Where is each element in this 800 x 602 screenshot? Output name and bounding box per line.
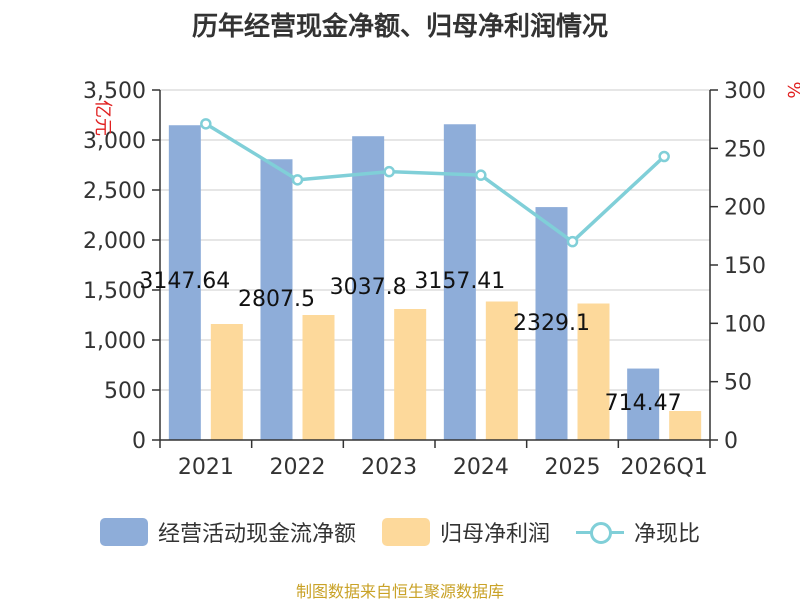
right-tick-label: 300 [724,79,766,104]
legend-item-ratio[interactable]: 净现比 [576,516,700,548]
bar-cashflow [168,125,201,441]
bar-net-profit [394,309,427,440]
grid-lines [160,89,710,391]
right-tick-label: 200 [724,196,766,221]
bar-net-profit [669,411,702,440]
legend-label-ratio: 净现比 [634,522,701,547]
left-tick-label: 1,000 [83,329,146,354]
legend-swatch-ratio [576,518,624,546]
left-tick-label: 1,500 [83,279,146,304]
left-tick-label: 2,500 [83,179,146,204]
bar-cashflow [627,368,660,440]
ratio-line [204,122,666,244]
legend-swatch-net-profit [381,518,430,546]
data-label-cashflow: 3037.8 [330,275,407,300]
legend-item-net-profit[interactable]: 归母净利润 [381,516,550,548]
legend: 经营活动现金流净额 归母净利润 净现比 [0,516,800,548]
ratio-point [658,150,670,163]
bar-cashflow [352,136,385,440]
x-tick-label: 2025 [545,455,601,480]
ratio-point [475,169,487,181]
bar-cashflow [535,207,568,440]
chart-title: 历年经营现金净额、归母净利润情况 [191,12,608,42]
bar-net-profit [302,315,335,440]
right-axis-unit: % [783,81,800,98]
left-tick-label: 0 [132,429,146,454]
source-note: 制图数据来自恒生聚源数据库 [295,582,504,601]
legend-label-cashflow: 经营活动现金流净额 [157,522,356,547]
right-tick-label: 150 [724,254,766,279]
bar-cashflow [260,159,293,440]
legend-item-cashflow[interactable]: 经营活动现金流净额 [99,516,356,548]
data-label-cashflow: 3157.41 [414,269,505,294]
x-tick-label: 2021 [178,455,234,480]
bar-net-profit [210,324,243,440]
bar-cashflow [443,124,476,440]
legend-label-net-profit: 归母净利润 [439,522,550,547]
x-tick-label: 2023 [361,455,417,480]
left-axis-unit: 亿元 [92,100,113,136]
left-tick-label: 2,000 [83,229,146,254]
ratio-point [291,174,304,186]
ratio-point [200,118,212,130]
left-tick-label: 3,500 [83,79,146,104]
legend-swatch-cashflow [99,518,148,546]
left-tick-label: 500 [104,379,146,404]
line-layer [200,118,670,248]
ratio-point [383,165,395,178]
right-tick-label: 250 [724,137,766,162]
data-labels-layer: 3147.64 2807.5 3037.8 3157.41 2329.1 714.47 [139,269,681,416]
left-tick-label: 3,000 [83,129,146,154]
data-label-cashflow: 3147.64 [139,269,230,294]
bars-layer [168,124,702,441]
right-tick-label: 100 [724,312,766,337]
data-label-cashflow: 714.47 [605,391,682,416]
x-tick-label: 2022 [270,455,326,480]
x-tick-label: 2026Q1 [621,455,708,480]
data-label-cashflow: 2329.1 [513,311,590,336]
bar-net-profit [485,301,518,440]
axes-layer: 0 500 1,000 1,500 2,000 2,500 3,000 3,500 0 50 100… [83,79,800,480]
bar-net-profit [577,303,610,440]
right-tick-label: 0 [724,429,738,454]
x-tick-label: 2024 [453,455,509,480]
right-tick-label: 50 [724,371,752,396]
ratio-point [566,235,579,248]
data-label-cashflow: 2807.5 [238,287,315,312]
